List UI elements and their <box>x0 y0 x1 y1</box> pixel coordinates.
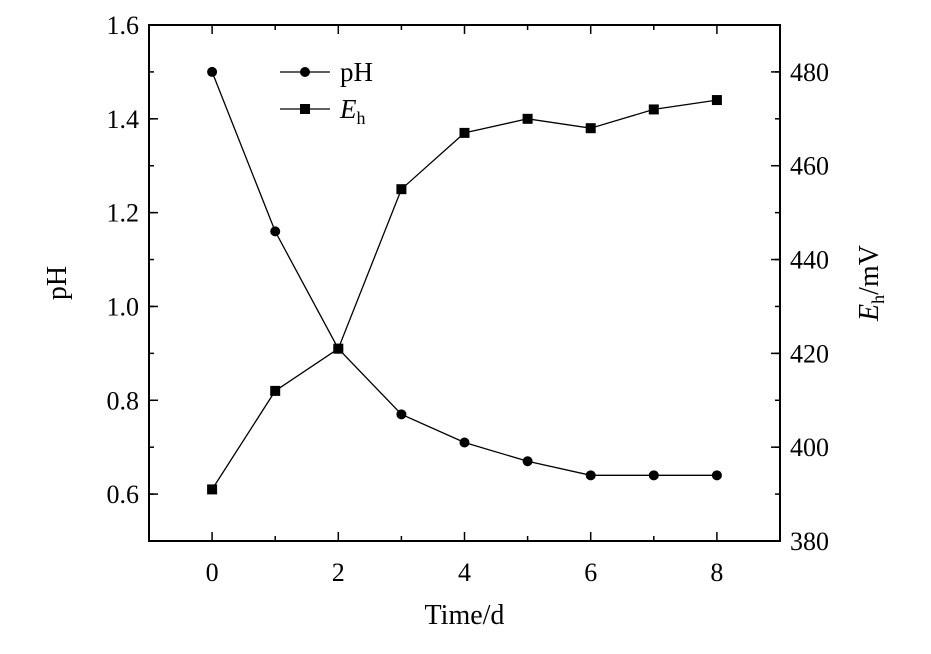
y-right-title-main: E <box>854 304 885 322</box>
point-eh <box>333 343 344 354</box>
y-right-tick-label: 440 <box>790 246 829 275</box>
y-right-title-sub: h <box>868 295 888 304</box>
point-ph <box>522 456 533 467</box>
y-right-tick-label: 480 <box>790 58 829 87</box>
legend-label-eh: Eh <box>339 94 366 128</box>
x-tick-label: 8 <box>710 558 723 587</box>
y-right-tick-label: 420 <box>790 339 829 368</box>
legend: pH Eh <box>280 57 373 128</box>
x-tick-label: 0 <box>206 558 219 587</box>
point-eh <box>522 113 533 124</box>
point-ph <box>396 409 407 420</box>
y-left-axis-title: pH <box>42 266 73 300</box>
point-eh <box>396 184 407 195</box>
point-ph <box>585 470 596 481</box>
y-left-tick-label: 0.8 <box>107 386 140 415</box>
x-axis-title: Time/d <box>425 600 505 631</box>
y-left-tick-label: 1.0 <box>107 292 140 321</box>
y-left-tick-label: 1.2 <box>107 199 140 228</box>
tick-labels: 0 2 4 6 8 0.6 0.8 1.0 1.2 1.4 1.6 380 400 420 440 460 48… <box>107 11 830 587</box>
y-left-tick-label: 0.6 <box>107 480 140 509</box>
legend-marker-ph <box>300 67 310 77</box>
y-right-tick-label: 460 <box>790 152 829 181</box>
x-tick-label: 2 <box>332 558 345 587</box>
y-left-tick-label: 1.4 <box>107 105 140 134</box>
series-line-eh <box>211 99 717 490</box>
legend-item-eh: Eh <box>280 94 366 128</box>
legend-label-ph: pH <box>340 57 373 87</box>
legend-label-eh-sub: h <box>357 108 366 128</box>
point-ph <box>270 226 281 237</box>
legend-label-eh-main: E <box>339 94 357 124</box>
point-ph <box>459 437 470 448</box>
legend-marker-eh <box>300 104 310 114</box>
point-eh <box>459 127 470 138</box>
point-ph <box>711 470 722 481</box>
point-ph <box>648 470 659 481</box>
y-right-tick-label: 400 <box>790 433 829 462</box>
y-right-title-rest: /mV <box>854 245 885 295</box>
y-right-tick-label: 380 <box>790 527 829 556</box>
legend-item-ph: pH <box>280 57 373 87</box>
plot-frame <box>148 24 781 542</box>
plot-border <box>148 24 781 542</box>
axis-ticks <box>148 24 781 542</box>
point-ph <box>207 66 218 77</box>
x-tick-label: 4 <box>458 558 471 587</box>
point-eh <box>270 385 281 396</box>
point-eh <box>585 123 596 134</box>
x-tick-label: 6 <box>584 558 597 587</box>
y-right-axis-title: Eh/mV <box>854 245 888 322</box>
point-eh <box>648 104 659 115</box>
y-left-tick-label: 1.6 <box>107 11 140 40</box>
series-layer <box>207 66 722 495</box>
point-eh <box>207 484 218 495</box>
point-eh <box>711 95 722 106</box>
